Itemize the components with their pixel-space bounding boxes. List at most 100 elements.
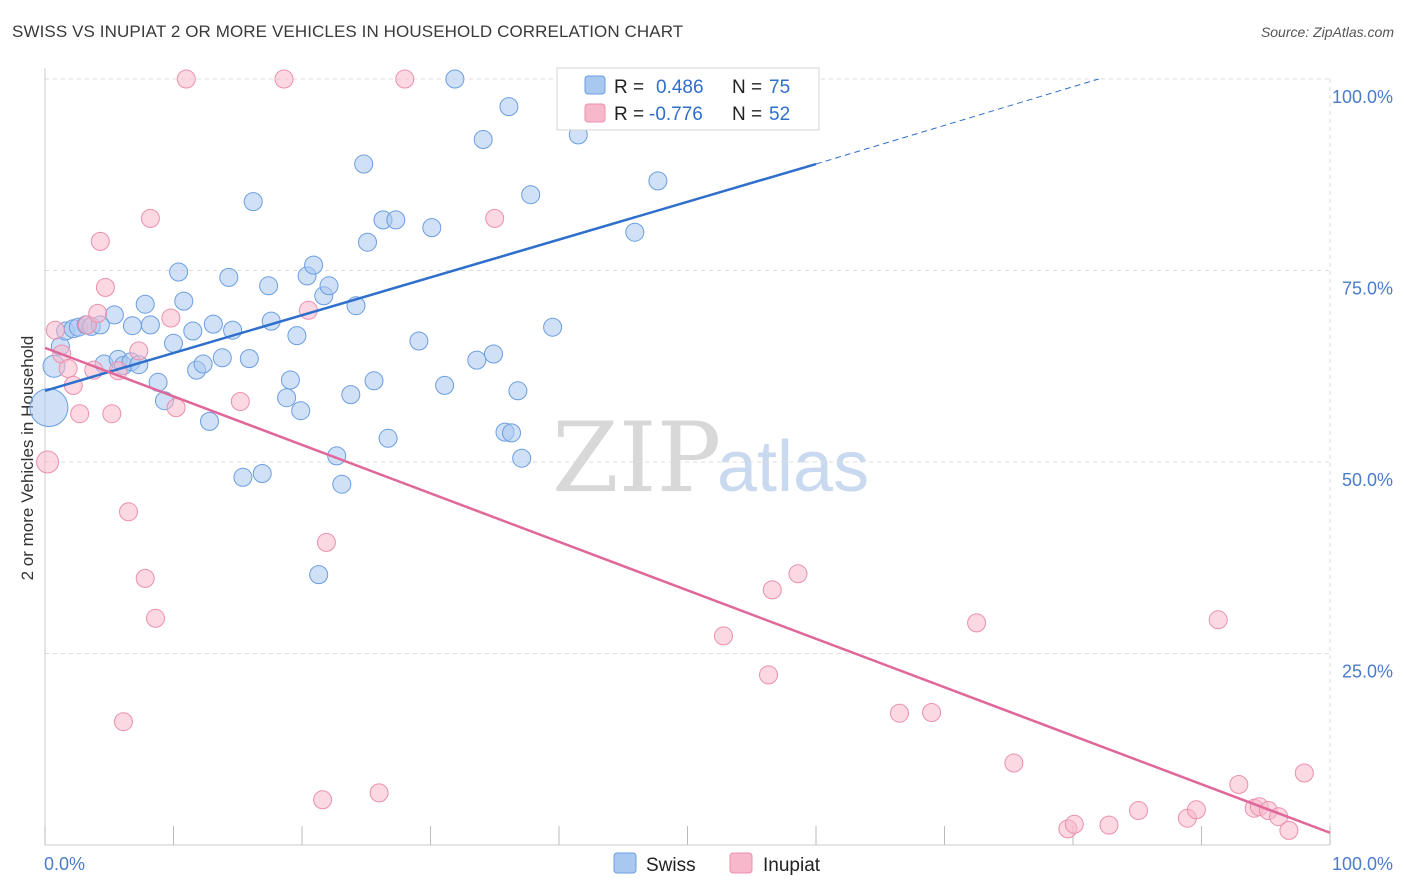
swiss-point <box>164 333 183 353</box>
swiss-point <box>625 222 645 242</box>
legend-swiss-r-label: R = <box>614 77 644 98</box>
watermark-atlas: atlas <box>717 427 869 507</box>
swiss-point <box>140 315 160 335</box>
legend-inupiat-r-label: R = <box>614 104 644 125</box>
inupiat-point <box>1186 800 1206 820</box>
y-tick-label: 100.0% <box>1332 87 1393 107</box>
y-axis-label: 2 or more Vehicles in Household <box>18 336 37 581</box>
inupiat-point <box>1279 820 1299 840</box>
swiss-point <box>193 354 213 374</box>
source-attribution: Source: ZipAtlas.com <box>1260 24 1394 40</box>
swiss-point <box>484 344 503 364</box>
inupiat-point <box>714 626 733 646</box>
inupiat-point <box>922 703 942 722</box>
inupiat-point <box>140 208 160 228</box>
inupiat-point <box>759 665 778 685</box>
swiss-point <box>135 294 155 314</box>
bottom-legend: Swiss Inupiat <box>613 852 821 876</box>
swiss-point <box>364 371 384 391</box>
inupiat-point <box>788 564 808 584</box>
legend-swatch-swiss <box>584 75 606 95</box>
swiss-point <box>169 262 189 282</box>
swiss-point <box>259 276 279 296</box>
inupiat-point <box>119 502 138 522</box>
swiss-point <box>183 321 203 341</box>
swiss-point <box>354 154 374 174</box>
bottom-legend-swiss: Swiss <box>646 855 696 876</box>
inupiat-point <box>70 404 90 424</box>
swiss-point <box>435 375 455 395</box>
inupiat-point <box>369 783 389 803</box>
inupiat-point <box>166 398 186 418</box>
chart-title: SWISS VS INUPIAT 2 OR MORE VEHICLES IN H… <box>12 22 684 41</box>
bottom-legend-swatch-inupiat <box>729 852 753 874</box>
inupiat-point <box>90 231 110 251</box>
swiss-trend-line <box>44 162 817 392</box>
inupiat-point <box>395 69 415 89</box>
watermark-zip: ZIP <box>552 402 721 514</box>
inupiat-point <box>88 303 108 323</box>
inupiat-point <box>129 341 149 361</box>
inupiat-point <box>161 308 181 328</box>
swiss-point <box>280 370 300 390</box>
inupiat-point <box>1294 763 1314 783</box>
watermark: ZIP atlas <box>552 402 869 514</box>
swiss-point <box>358 232 377 252</box>
legend-swiss-r-value: 0.486 <box>656 77 704 98</box>
inupiat-point <box>95 277 115 297</box>
x-tick-label-max: 100.0% <box>1332 854 1393 874</box>
x-tick-label-min: 0.0% <box>44 854 85 874</box>
inupiat-point <box>230 392 250 411</box>
inupiat-point <box>274 69 294 89</box>
swiss-point <box>341 385 361 405</box>
swiss-point <box>104 305 124 325</box>
swiss-point <box>502 423 521 443</box>
legend-box: R = 0.486 N = 75 R = -0.776 N = 52 <box>556 67 820 131</box>
inupiat-point <box>135 568 155 588</box>
swiss-point <box>648 171 668 191</box>
swiss-point <box>239 349 259 369</box>
inupiat-point <box>890 703 909 723</box>
gridlines <box>45 78 1331 845</box>
swiss-point <box>467 350 487 370</box>
legend-swiss-n-label: N = <box>732 77 762 98</box>
swiss-point <box>543 317 563 337</box>
swiss-point <box>378 428 398 448</box>
inupiat-point <box>58 359 78 378</box>
swiss-point <box>473 130 493 149</box>
swiss-point <box>422 218 442 238</box>
legend-inupiat-n-label: N = <box>732 104 762 125</box>
inupiat-point <box>146 608 165 628</box>
swiss-point <box>287 326 307 346</box>
legend-swiss-n-value: 75 <box>769 77 790 98</box>
swiss-point <box>252 464 272 483</box>
legend-inupiat-n-value: 52 <box>769 104 790 125</box>
inupiat-point <box>762 580 782 600</box>
swiss-point <box>212 348 232 368</box>
swiss-point <box>499 97 519 117</box>
swiss-point <box>233 467 253 487</box>
swiss-point <box>304 255 324 275</box>
legend-inupiat-r-value: -0.776 <box>649 104 703 125</box>
y-tick-label: 75.0% <box>1342 279 1393 299</box>
inupiat-point <box>316 532 336 552</box>
inupiat-point <box>113 712 133 732</box>
swiss-point <box>243 192 263 212</box>
y-tick-label: 25.0% <box>1342 662 1393 682</box>
swiss-point <box>309 565 329 585</box>
bottom-legend-inupiat: Inupiat <box>763 855 821 876</box>
inupiat-point <box>36 450 60 474</box>
inupiat-point <box>1129 801 1148 820</box>
swiss-point <box>291 401 311 421</box>
inupiat-point <box>1099 815 1119 835</box>
swiss-point <box>386 210 406 230</box>
inupiat-point <box>102 404 122 424</box>
inupiat-point <box>485 208 505 228</box>
inupiat-point <box>1004 753 1024 773</box>
swiss-point <box>122 316 142 336</box>
swiss-point <box>521 185 541 205</box>
legend-swatch-inupiat <box>584 103 606 123</box>
inupiat-point <box>313 790 333 810</box>
swiss-trend-extension <box>815 78 1099 165</box>
